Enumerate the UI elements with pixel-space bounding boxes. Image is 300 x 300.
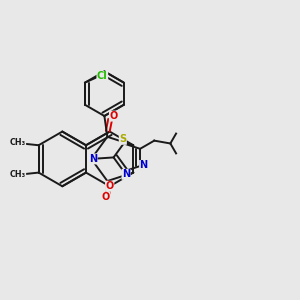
Text: N: N	[140, 160, 148, 170]
Text: O: O	[102, 192, 110, 202]
Text: O: O	[106, 181, 114, 191]
Text: O: O	[110, 111, 118, 121]
Text: Cl: Cl	[97, 71, 108, 81]
Text: CH₃: CH₃	[10, 138, 26, 147]
Text: N: N	[89, 154, 97, 164]
Text: CH₃: CH₃	[10, 170, 26, 179]
Text: S: S	[119, 134, 126, 144]
Text: N: N	[122, 169, 130, 179]
